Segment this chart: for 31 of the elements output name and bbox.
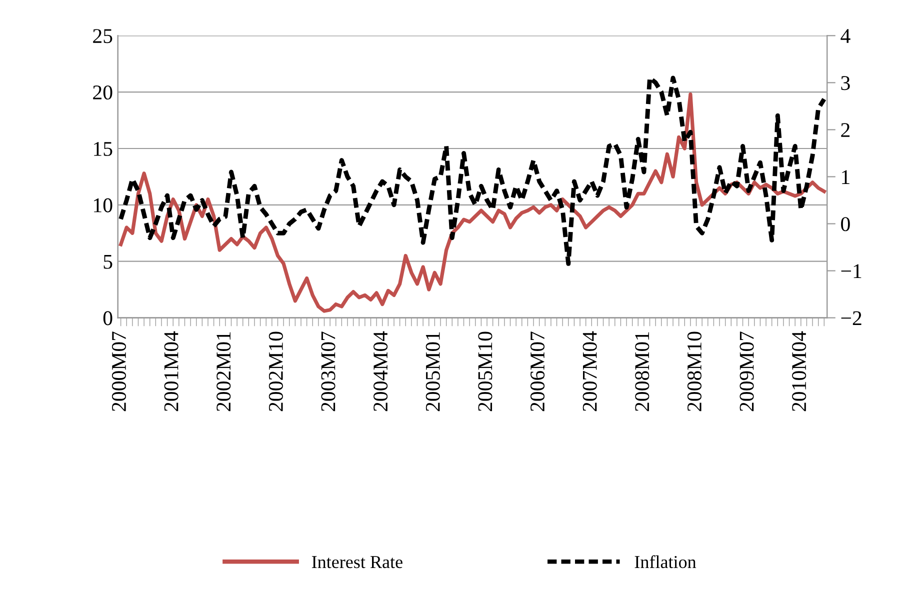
- y2-tick-label: −1: [841, 264, 862, 278]
- x-tick-label: 2009M07: [740, 332, 754, 412]
- x-tick-label: 2004M04: [374, 331, 388, 412]
- x-tick-label: 2006M07: [530, 332, 545, 412]
- line-series: [118, 76, 826, 266]
- y-tick-label: 20: [93, 85, 112, 100]
- y2-tick-label: 4: [840, 29, 850, 43]
- y-tick-label: 15: [94, 142, 112, 156]
- legend-label: Inflation: [634, 555, 696, 568]
- x-tick-label: 2005M01: [426, 332, 440, 412]
- x-tick-label: 2002M01: [216, 332, 231, 412]
- x-tick-label: 2008M01: [635, 332, 650, 412]
- x-tick-label: 2010M04: [792, 331, 806, 412]
- y-tick-label: 25: [93, 29, 112, 44]
- legend-label: Interest Rate: [312, 556, 402, 568]
- y2-tick-label: 2: [841, 123, 850, 137]
- x-tick-label: 2001M04: [164, 331, 178, 412]
- x-tick-label: 2000M07: [112, 332, 126, 412]
- y2-tick-label: 1: [842, 170, 850, 184]
- x-tick-label: 2008M10: [687, 332, 702, 412]
- y-tick-label: 0: [103, 311, 112, 326]
- x-tick-label: 2005M10: [478, 332, 492, 412]
- x-tick-label: 2007M04: [582, 331, 597, 412]
- y2-tick-label: 3: [841, 76, 850, 90]
- y-tick-label: 10: [94, 198, 112, 212]
- x-tick-label: 2003M07: [321, 332, 336, 412]
- x-tick-label: 2002M10: [268, 332, 283, 412]
- y2-tick-label: 0: [841, 217, 850, 232]
- y-tick-label: 5: [104, 254, 112, 269]
- line-series: [118, 92, 826, 313]
- y2-tick-label: −2: [841, 311, 862, 326]
